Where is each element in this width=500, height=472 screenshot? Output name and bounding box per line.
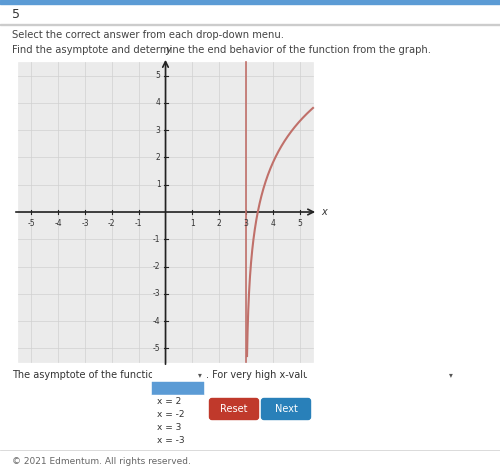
- Text: 1: 1: [190, 219, 194, 228]
- Text: 4: 4: [270, 219, 275, 228]
- Text: x = -2: x = -2: [157, 410, 184, 419]
- Text: . For very high x-values, y: . For very high x-values, y: [206, 370, 332, 380]
- Text: 3: 3: [156, 126, 160, 135]
- Text: -5: -5: [28, 219, 35, 228]
- Text: -2: -2: [153, 262, 160, 271]
- Text: -2: -2: [108, 219, 116, 228]
- Bar: [152, 395, 204, 408]
- Text: Reset: Reset: [220, 404, 248, 414]
- Text: 2: 2: [217, 219, 222, 228]
- Text: 5: 5: [297, 219, 302, 228]
- Text: Find the asymptote and determine the end behavior of the function from the graph: Find the asymptote and determine the end…: [12, 45, 431, 55]
- Bar: [307, 368, 455, 382]
- Text: Next: Next: [274, 404, 297, 414]
- Text: -1: -1: [135, 219, 142, 228]
- Text: ▾: ▾: [449, 371, 453, 379]
- Text: -5: -5: [153, 344, 160, 353]
- Text: ▾: ▾: [198, 371, 202, 379]
- Text: 5: 5: [156, 71, 160, 80]
- Bar: [0, 0, 500, 4]
- Text: -4: -4: [54, 219, 62, 228]
- Text: -1: -1: [153, 235, 160, 244]
- Text: y: y: [166, 45, 172, 55]
- FancyBboxPatch shape: [262, 398, 310, 420]
- Text: 4: 4: [156, 98, 160, 108]
- Bar: [18, 62, 313, 362]
- Text: 3: 3: [244, 219, 248, 228]
- Text: © 2021 Edmentum. All rights reserved.: © 2021 Edmentum. All rights reserved.: [12, 456, 191, 465]
- Text: 2: 2: [156, 153, 160, 162]
- Text: 1: 1: [156, 180, 160, 189]
- Bar: [152, 382, 204, 395]
- Text: Select the correct answer from each drop-down menu.: Select the correct answer from each drop…: [12, 30, 284, 40]
- Text: x = 2: x = 2: [157, 397, 181, 406]
- Text: -3: -3: [153, 289, 160, 298]
- Text: x = 3: x = 3: [157, 423, 182, 432]
- Bar: [152, 368, 204, 382]
- Text: 5: 5: [12, 8, 20, 20]
- Bar: [152, 408, 204, 421]
- Text: The asymptote of the function is: The asymptote of the function is: [12, 370, 171, 380]
- Bar: [152, 421, 204, 434]
- Text: -4: -4: [153, 317, 160, 326]
- Text: -3: -3: [81, 219, 89, 228]
- Bar: [0, 24, 500, 25]
- FancyBboxPatch shape: [210, 398, 258, 420]
- Text: x: x: [321, 207, 327, 217]
- Text: x = -3: x = -3: [157, 436, 184, 445]
- Bar: [152, 434, 204, 447]
